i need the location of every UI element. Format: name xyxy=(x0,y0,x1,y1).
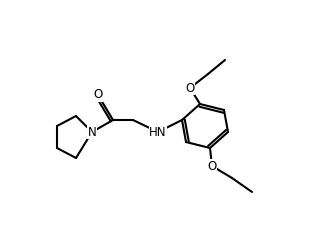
Text: N: N xyxy=(88,125,96,138)
Text: O: O xyxy=(93,89,103,101)
Text: O: O xyxy=(207,159,217,173)
Text: HN: HN xyxy=(149,125,167,138)
Text: O: O xyxy=(185,82,195,94)
